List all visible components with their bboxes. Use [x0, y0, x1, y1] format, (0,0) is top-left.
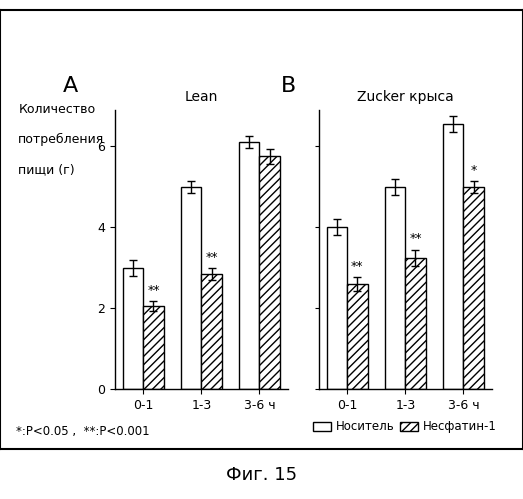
- Bar: [443, 124, 463, 389]
- Text: Количество: Количество: [18, 103, 95, 116]
- Title: Zucker крыса: Zucker крыса: [357, 90, 453, 104]
- Text: B: B: [281, 76, 297, 96]
- Text: *:P<0.05 ,  **:P<0.001: *:P<0.05 , **:P<0.001: [16, 425, 149, 438]
- Bar: [327, 227, 347, 389]
- Text: **: **: [205, 250, 218, 263]
- Bar: [201, 274, 222, 389]
- Bar: [347, 284, 368, 389]
- Text: A: A: [63, 76, 78, 96]
- Bar: [181, 187, 201, 389]
- Text: **: **: [147, 284, 160, 297]
- Text: **: **: [409, 233, 422, 246]
- Bar: [385, 187, 405, 389]
- Bar: [143, 306, 164, 389]
- Text: **: **: [351, 259, 363, 272]
- Bar: [239, 142, 259, 389]
- Bar: [123, 268, 143, 389]
- Text: пищи (г): пищи (г): [18, 163, 75, 176]
- Text: *: *: [471, 164, 477, 177]
- Title: Lean: Lean: [185, 90, 218, 104]
- Bar: [463, 187, 484, 389]
- Bar: [259, 156, 280, 389]
- Bar: [405, 257, 426, 389]
- Text: Фиг. 15: Фиг. 15: [226, 466, 297, 484]
- Legend: Носитель, Несфатин-1: Носитель, Несфатин-1: [309, 416, 502, 438]
- Text: потребления: потребления: [18, 133, 105, 146]
